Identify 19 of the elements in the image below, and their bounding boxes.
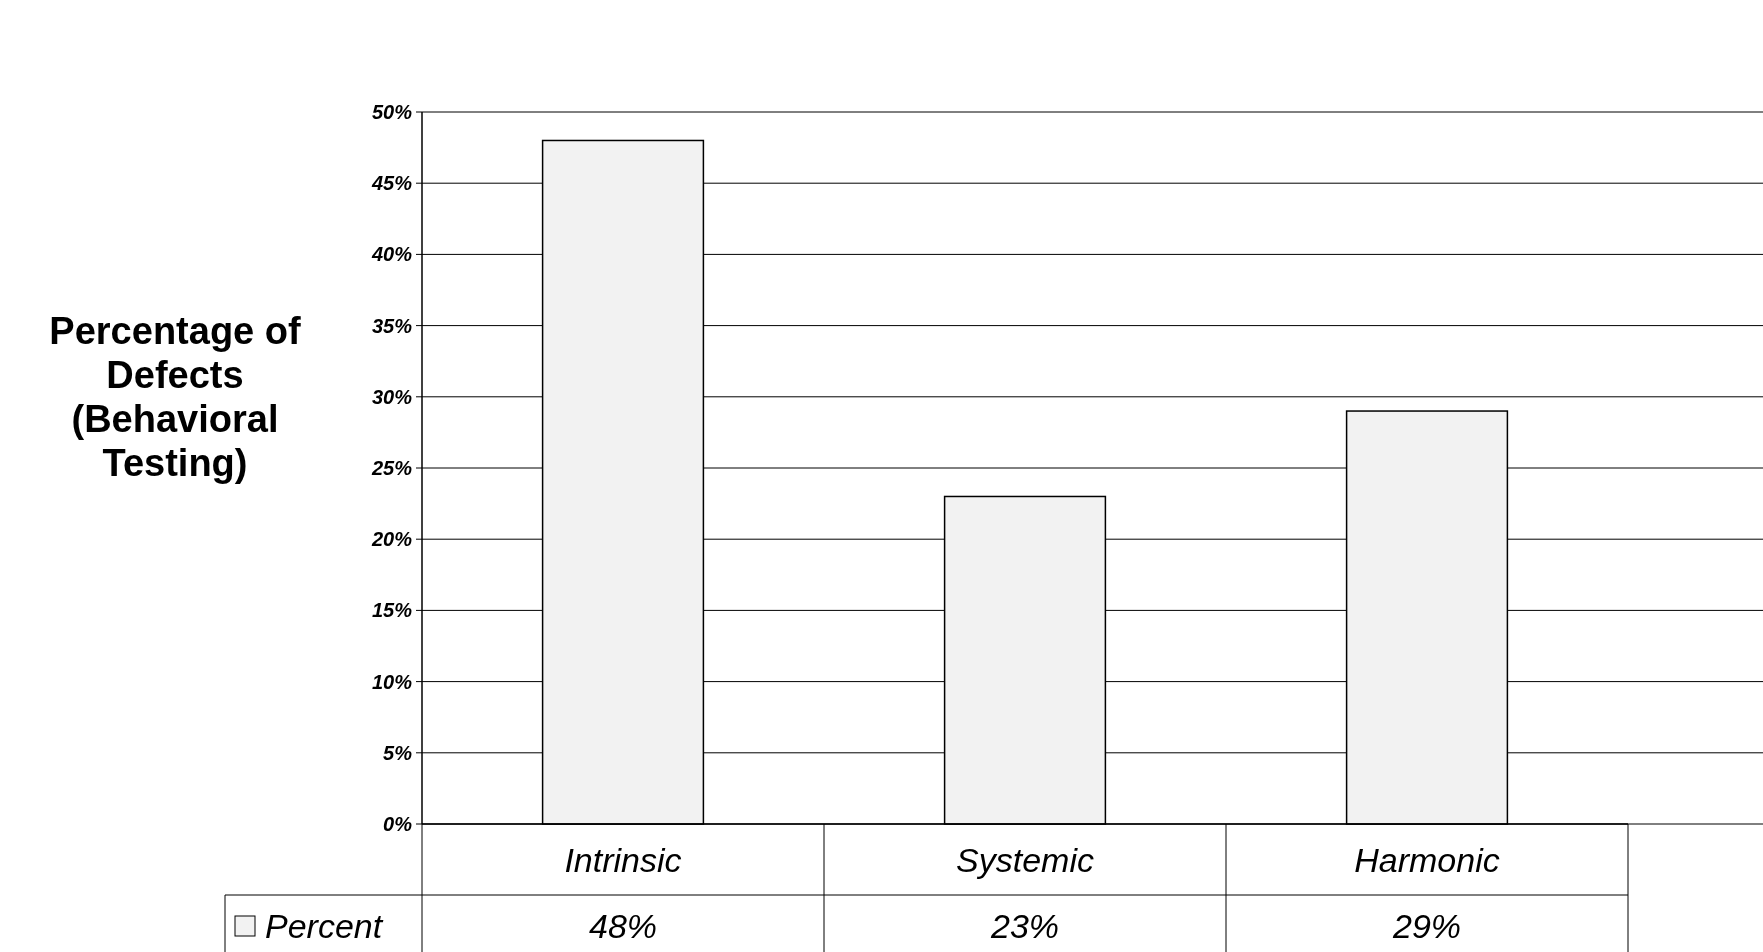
y-tick-label: 45% (370, 172, 413, 195)
y-tick-label: 5% (383, 741, 413, 764)
y-tick-label: 30% (371, 385, 413, 408)
y-tick-label: 50% (371, 101, 413, 123)
data-label: 29% (1391, 906, 1462, 945)
y-tick-label: 15% (371, 599, 413, 622)
x-tick-label: Harmonic (1354, 840, 1500, 879)
y-tick-label: 20% (370, 528, 413, 551)
y-tick-label: 0% (383, 813, 413, 835)
y-tick-label: 25% (370, 457, 413, 479)
x-tick-label: Systemic (956, 840, 1094, 879)
y-axis-title: Percentage of Defects (Behavioral Testing) (49, 310, 301, 484)
legend-label: Percent (265, 906, 384, 945)
y-tick-label: 40% (370, 243, 413, 266)
y-tick-label: 35% (371, 314, 413, 337)
y-tick-label: 10% (371, 670, 413, 693)
data-label: 23% (989, 906, 1060, 945)
data-label: 48% (588, 906, 658, 945)
x-tick-label: Intrinsic (564, 840, 682, 879)
